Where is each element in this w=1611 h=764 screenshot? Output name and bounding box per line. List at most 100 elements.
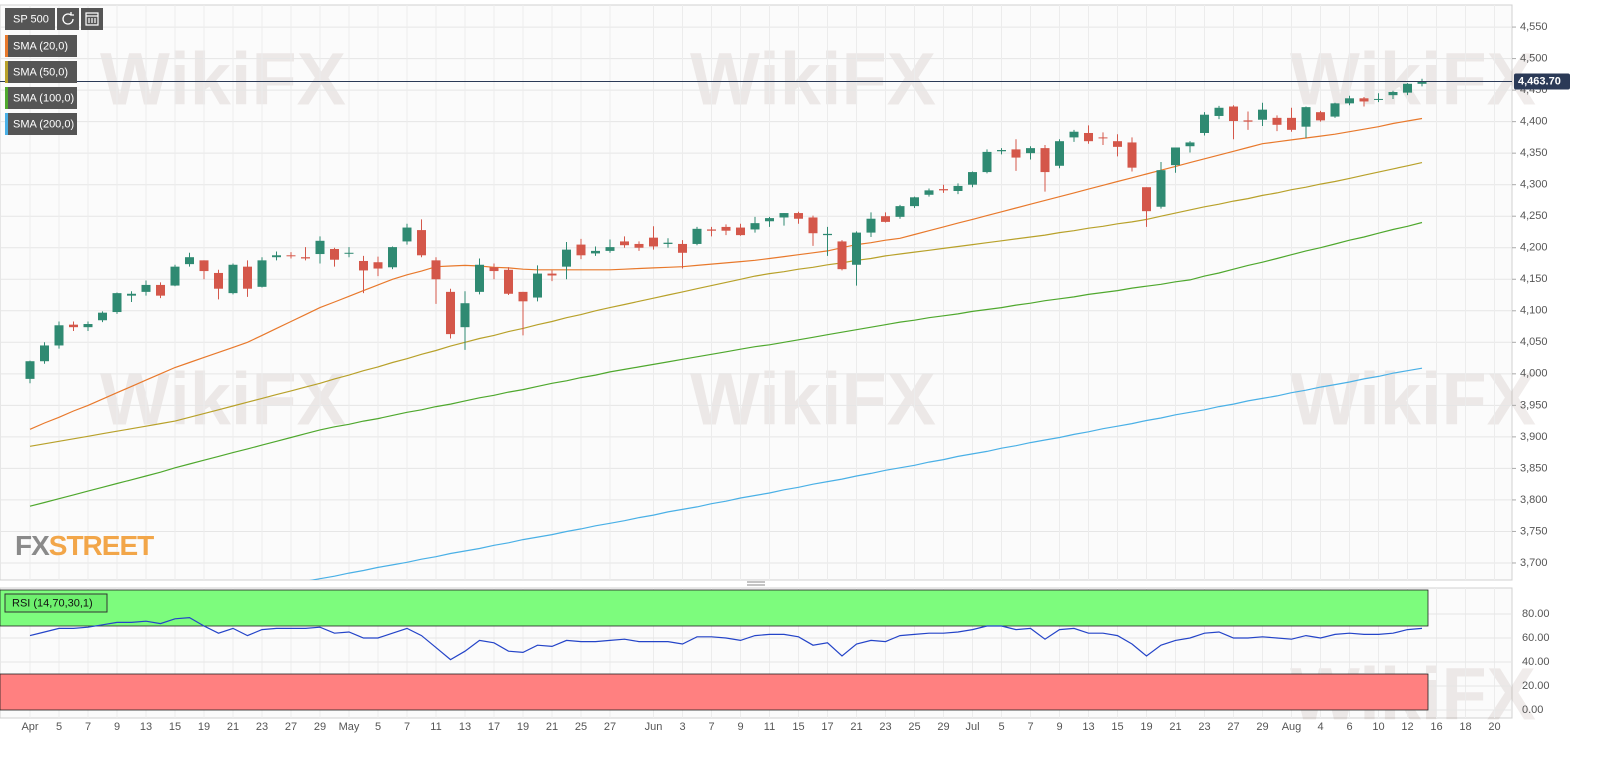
x-tick-label: 17 (488, 721, 500, 733)
candle-body (924, 190, 934, 195)
candle-body (1084, 132, 1093, 142)
x-tick-label: 21 (546, 721, 558, 733)
watermark: WikiFX (1290, 38, 1536, 121)
candle-body (1214, 107, 1224, 116)
candle-body (112, 293, 122, 313)
rsi-band (0, 673, 1429, 711)
candle-body (852, 232, 861, 265)
sma-line (29, 117, 1423, 430)
price-marks (0, 78, 1512, 580)
x-tick-label: 21 (1169, 721, 1181, 733)
candle-body (315, 240, 325, 255)
x-tick-label: 25 (575, 721, 587, 733)
candle-body (504, 269, 513, 294)
legend-swatch (5, 113, 8, 135)
x-tick-label: Aug (1282, 721, 1302, 733)
candle-body (1127, 142, 1137, 168)
y-tick-label: 3,950 (1520, 399, 1548, 411)
y-tick-label: 4,150 (1520, 273, 1548, 285)
x-tick-label: 9 (1056, 721, 1062, 733)
watermark: WikiFX (690, 358, 936, 441)
refresh-button[interactable] (57, 8, 79, 30)
candle-body (1069, 131, 1079, 138)
candle-body (692, 228, 702, 244)
x-tick-label: 9 (737, 721, 743, 733)
x-tick-label: 29 (1256, 721, 1268, 733)
candle-body (721, 226, 731, 231)
x-tick-label: 19 (1140, 721, 1152, 733)
candle-body (272, 255, 281, 258)
legend-label: SMA (200,0) (13, 118, 74, 130)
x-tick-label: 21 (850, 721, 862, 733)
candle-body (1345, 98, 1354, 104)
candle-body (344, 252, 354, 254)
candle-body (663, 242, 673, 244)
candle-body (156, 284, 165, 296)
y-tick-label: 4,400 (1520, 116, 1548, 128)
y-tick-label: 60.00 (1522, 632, 1550, 644)
candle-body (707, 229, 716, 231)
legend-swatch (5, 35, 8, 57)
x-tick-label: 7 (85, 721, 91, 733)
labels: 3,700 3,750 3,800 3,850 3,900 3,950 4,000 4,050… (21, 21, 1570, 733)
candle-body (982, 151, 992, 173)
x-tick-label: Jun (645, 721, 663, 733)
candle-body (765, 218, 774, 222)
x-tick-label: 13 (1082, 721, 1094, 733)
symbol-box[interactable] (5, 8, 55, 30)
refresh-icon (62, 12, 74, 25)
candle-body (214, 272, 223, 289)
x-tick-label: 5 (56, 721, 62, 733)
x-tick-label: 5 (998, 721, 1004, 733)
candle-body (1287, 117, 1296, 130)
x-tick-label: 13 (459, 721, 471, 733)
calendar-icon (85, 12, 99, 26)
x-tick-label: 27 (285, 721, 297, 733)
legend-box (5, 35, 77, 57)
candle-body (808, 217, 818, 234)
candle-body (359, 260, 368, 271)
x-tick-label: 7 (1027, 721, 1033, 733)
x-tick-label: 4 (1317, 721, 1323, 733)
candle-body (373, 262, 383, 269)
x-tick-label: 6 (1346, 721, 1352, 733)
legend-swatch (5, 87, 8, 109)
x-tick-label: 13 (140, 721, 152, 733)
candle-body (678, 243, 687, 253)
candle-body (185, 257, 194, 265)
x-tick-label: 10 (1372, 721, 1384, 733)
candle-body (257, 260, 267, 287)
candle-body (518, 291, 528, 302)
candle-body (141, 284, 151, 292)
x-tick-label: 27 (1227, 721, 1239, 733)
rsi-marks (29, 616, 1423, 661)
candle-body (939, 189, 948, 191)
candle-body (69, 324, 78, 328)
x-tick-label: 25 (908, 721, 920, 733)
y-tick-label: 80.00 (1522, 608, 1550, 620)
candle-body (54, 325, 64, 346)
candle-body (1330, 103, 1340, 117)
pane-divider[interactable] (747, 581, 765, 586)
sma-line (29, 162, 1423, 447)
y-tick-label: 3,900 (1520, 431, 1548, 443)
candle-body (127, 293, 136, 296)
candle-body (997, 150, 1006, 152)
candle-body (417, 230, 426, 256)
x-tick-label: 15 (169, 721, 181, 733)
candle-body (1301, 107, 1311, 127)
candle-body (388, 247, 397, 268)
candle-body (576, 244, 586, 256)
y-tick-label: 4,350 (1520, 147, 1548, 159)
candle-body (1272, 117, 1282, 125)
y-tick-label: 3,850 (1520, 462, 1548, 474)
candle-body (1403, 83, 1412, 93)
watermark: WikiFX (100, 38, 346, 121)
y-tick-label: 4,500 (1520, 52, 1548, 64)
x-tick-label: 29 (937, 721, 949, 733)
logo-fx: FX (15, 530, 50, 561)
candle-body (1359, 98, 1369, 102)
y-tick-label: 4,250 (1520, 210, 1548, 222)
candle-body (736, 227, 745, 236)
